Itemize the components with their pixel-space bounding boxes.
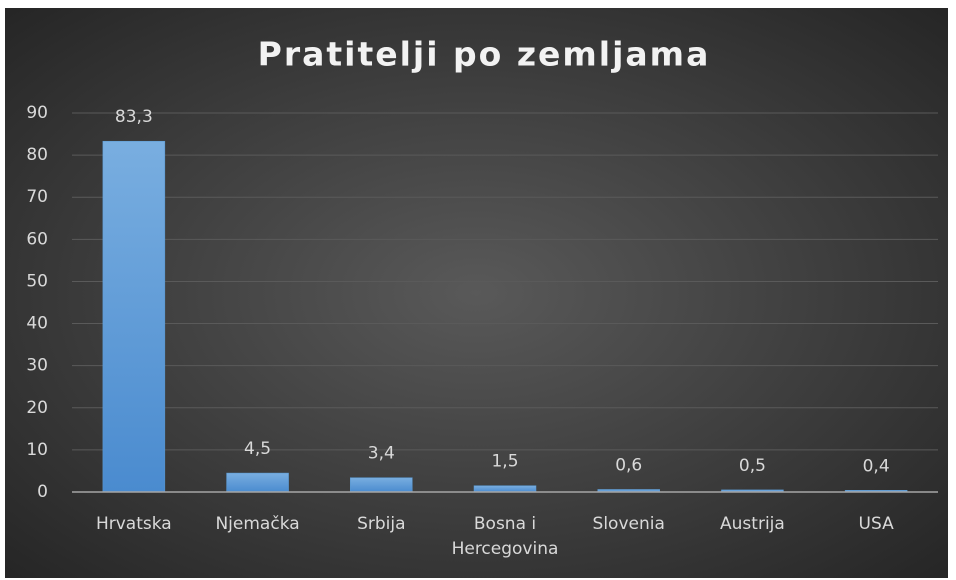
- x-tick-label: Njemačka: [215, 514, 299, 534]
- x-tick-label: Hrvatska: [96, 514, 172, 534]
- y-tick-label: 80: [26, 145, 48, 165]
- data-label: 0,4: [863, 456, 890, 476]
- data-label: 83,3: [115, 107, 153, 127]
- data-label: 4,5: [244, 439, 271, 459]
- bar: [350, 477, 413, 493]
- bar: [226, 472, 289, 493]
- data-label: 0,5: [739, 456, 766, 476]
- x-tick-label: USA: [859, 514, 895, 534]
- data-label: 0,6: [615, 455, 642, 475]
- x-tick-label: Srbija: [357, 514, 405, 534]
- y-tick-label: 40: [26, 314, 48, 334]
- y-tick-label: 70: [26, 187, 48, 207]
- y-tick-label: 0: [37, 482, 48, 502]
- bar: [473, 485, 537, 493]
- y-tick-label: 60: [26, 229, 48, 249]
- y-tick-label: 50: [26, 271, 48, 291]
- x-tick-label: Slovenia: [593, 514, 665, 534]
- data-label: 3,4: [368, 444, 395, 464]
- chart-title: Pratitelji po zemljama: [258, 35, 711, 74]
- bar: [102, 140, 166, 493]
- x-tick-label: Bosna i Hercegovina: [452, 514, 559, 559]
- x-tick-label: Austrija: [720, 514, 785, 534]
- y-tick-label: 20: [26, 398, 48, 418]
- y-tick-label: 10: [26, 440, 48, 460]
- data-label: 1,5: [491, 452, 518, 472]
- y-tick-label: 30: [26, 356, 48, 376]
- y-tick-label: 90: [26, 103, 48, 123]
